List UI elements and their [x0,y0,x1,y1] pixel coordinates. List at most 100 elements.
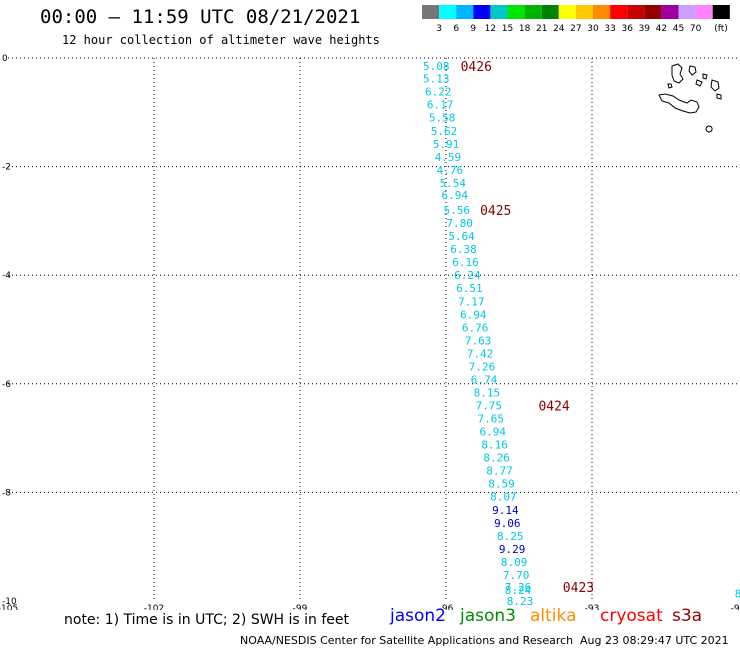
colorbar-tick-label: 12 [485,24,496,34]
satellite-cryosat: cryosat [600,606,663,626]
wave-height-value: 8.16 [481,439,508,452]
colorbar-swatch [575,5,593,19]
wave-height-value: 8.24 [505,584,532,597]
colorbar-tick-label: 6 [453,24,459,34]
wave-height-value: 6.94 [460,308,487,321]
footer-note: note: 1) Time is in UTC; 2) SWH is in fe… [64,612,350,628]
colorbar-tick-label: 39 [639,24,651,34]
colorbar-tick-label: 45 [673,24,684,34]
wave-height-value: 4.59 [435,151,462,164]
wave-height-value: 6.24 [454,269,481,282]
wave-height-value: 8.07 [490,491,517,504]
wave-height-value: 9.06 [494,517,521,530]
wave-height-value: 6.22 [425,86,452,99]
wave-height-value: 5.58 [429,112,456,125]
latitude-tick-label: -10 [2,597,17,607]
pass-time-label: 0424 [538,400,569,415]
wave-height-value: 8.15 [474,386,501,399]
longitude-tick-label: -99 [293,604,308,610]
wave-height-value: 4.76 [437,164,464,177]
colorbar-tick-label: 9 [470,24,476,34]
colorbar-swatch [678,5,696,19]
wave-height-value: 6.38 [450,243,477,256]
colorbar-swatch [593,5,611,19]
wave-height-value: 7.42 [467,347,494,360]
wave-height-value: 8.09 [501,556,528,569]
latitude-tick-label: -8 [2,488,11,498]
colorbar-tick-label: 24 [553,24,565,34]
colorbar-tick-label: 30 [587,24,599,34]
longitude-tick-label: -93 [585,604,600,610]
colorbar-swatch [507,5,525,19]
wave-height-value: 6.51 [456,282,483,295]
colorbar-swatch [439,5,457,19]
wave-height-colorbar: 3 6 9 12 15 18 21 24 27 30 33 36 39 42 45 70 (ft) [422,5,730,34]
wave-height-value: 7.26 [505,581,532,594]
latitude-tick-label: -4 [2,271,11,281]
colorbar-swatch [661,5,679,19]
longitude-tick-label: -102 [144,604,164,610]
colorbar-swatch [456,5,474,19]
wave-height-value: 7.63 [465,334,492,347]
colorbar-swatch [524,5,542,19]
satellite-altika: altika [530,606,577,626]
colorbar-swatch [558,5,576,19]
colorbar-tick-label: 15 [502,24,513,34]
wave-height-value: 8.23 [507,595,534,608]
colorbar-tick-label: 33 [604,24,615,34]
altimeter-map: -105 -102 -99 -96 -93 -90 0 -2 -4 -6 -8 -10 5.085.13… [0,54,740,610]
wave-height-value: 6.94 [479,426,506,439]
colorbar-swatch [490,5,508,19]
credit-line: NOAA/NESDIS Center for Satellite Applica… [240,634,574,647]
wave-height-value: 7.80 [446,217,473,230]
wave-height-value: 6.94 [442,189,469,202]
colorbar-tick-label: 36 [621,24,633,34]
latitude-tick-label: -2 [2,163,11,173]
wave-height-value: 6.74 [471,373,498,386]
pass-time-label: 0423 [563,581,594,596]
map-subtitle: 12 hour collection of altimeter wave hei… [62,33,380,47]
wave-height-value: 5.62 [431,125,458,138]
wave-height-value: 7.65 [478,413,505,426]
wave-height-value: 8.25 [497,530,524,543]
longitude-tick-label: -105 [0,604,18,610]
wave-height-value: 7.70 [503,569,530,582]
colorbar-swatch [627,5,645,19]
wave-height-value: 7.26 [469,360,496,373]
pass-time-label: 0425 [480,204,511,219]
colorbar-swatch [422,5,440,19]
wave-height-value: 8 [735,587,740,600]
pass-time-label: 0426 [461,60,492,75]
wave-height-value: 5.56 [443,204,470,217]
colorbar-swatch [541,5,559,19]
satellite-jason2: jason2 [390,606,446,626]
colorbar-swatch [473,5,491,19]
map-title: 00:00 – 11:59 UTC 08/21/2021 [40,6,361,28]
wave-height-value: 8.77 [486,465,513,478]
colorbar-swatch [644,5,662,19]
wave-height-value: 8.59 [488,478,515,491]
colorbar-tick-label: 18 [519,24,531,34]
wave-height-value: 5.13 [423,73,450,86]
wave-height-value: 5.91 [433,138,460,151]
wave-height-value: 5.54 [440,177,467,190]
satellite-jason3: jason3 [460,606,516,626]
colorbar-swatch [695,5,713,19]
wave-height-value: 7.17 [458,295,485,308]
colorbar-tick-label: 42 [656,24,667,34]
latitude-tick-label: -6 [2,380,11,390]
wave-height-value: 9.14 [492,504,519,517]
wave-height-value: 5.64 [448,230,475,243]
wave-height-value: 6.76 [462,321,489,334]
colorbar-swatch [610,5,628,19]
generated-timestamp: Aug 23 08:29:47 UTC 2021 [580,634,729,647]
wave-height-value: 8.26 [483,452,510,465]
colorbar-tick-label: 3 [436,24,442,34]
galapagos-islands-outline [658,63,722,133]
latitude-tick-label: 0 [2,54,8,64]
wave-height-value: 5.08 [423,60,450,73]
colorbar-swatch [712,5,730,19]
colorbar-unit: (ft) [714,24,728,34]
wave-height-value: 6.16 [452,256,479,269]
longitude-tick-label: -96 [439,604,454,610]
